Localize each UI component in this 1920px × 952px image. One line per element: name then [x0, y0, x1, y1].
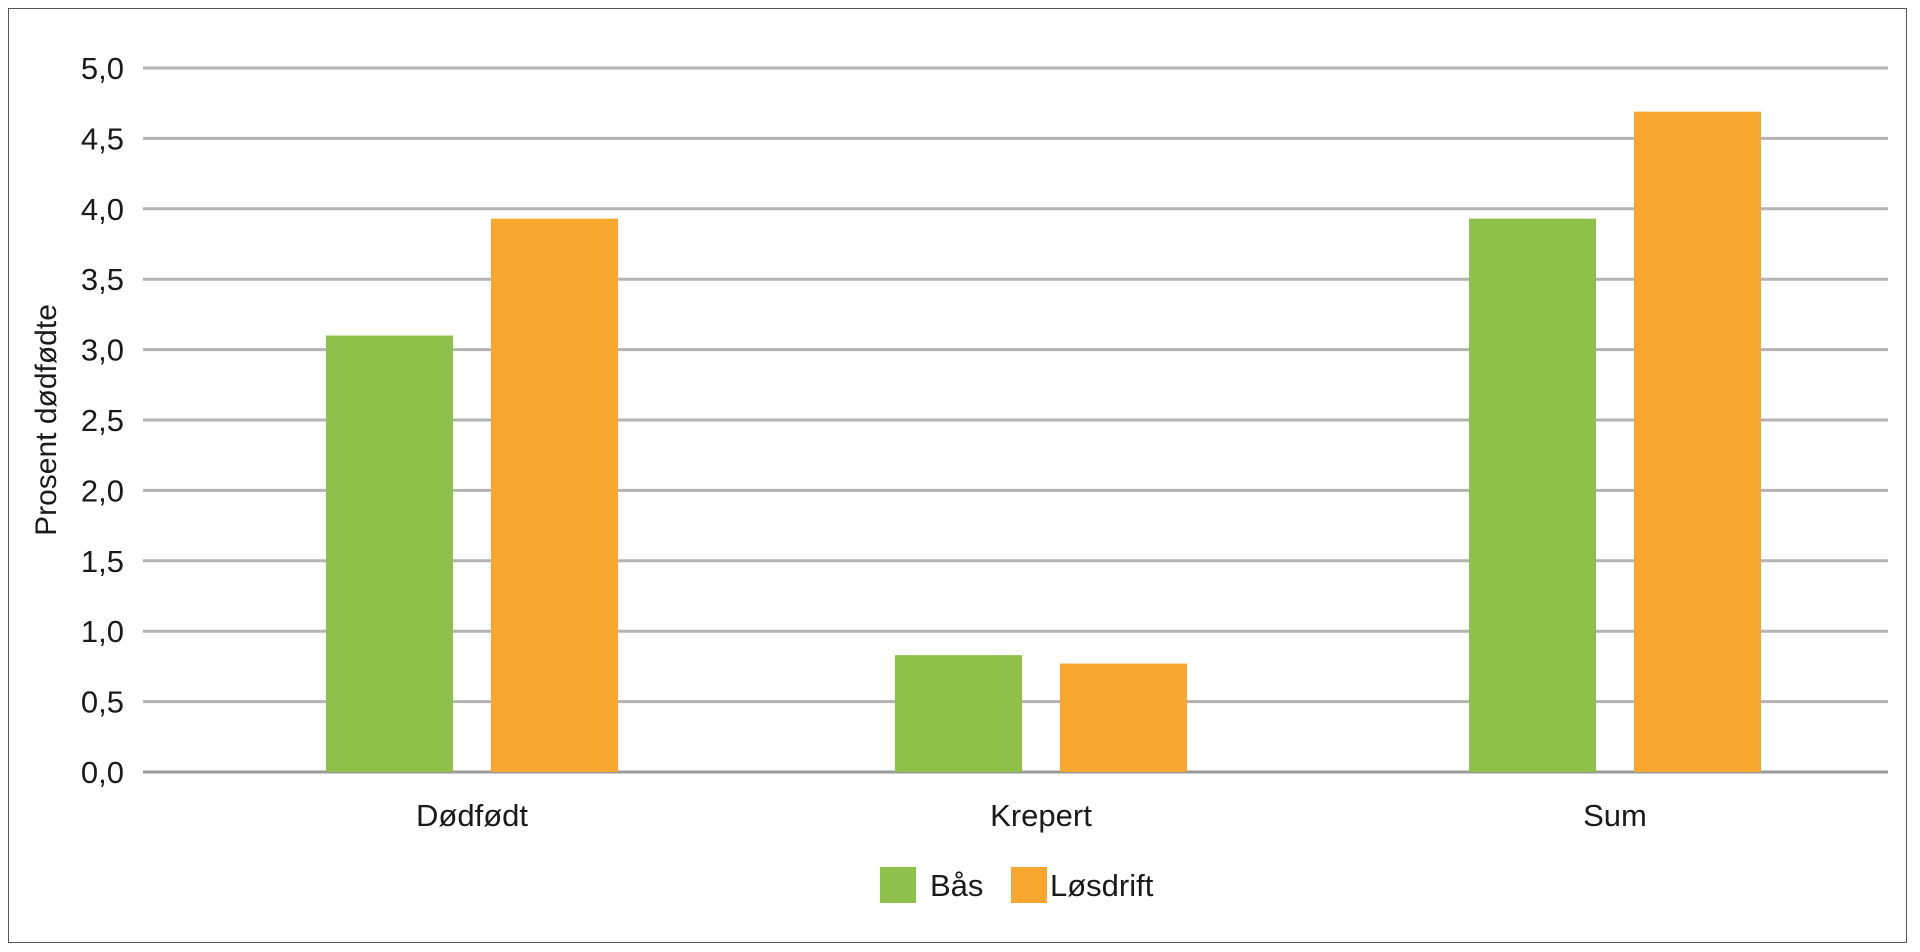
- bar-bas-0: [326, 335, 453, 772]
- legend-label-bas: Bås: [930, 868, 983, 903]
- y-tick-label: 4,5: [81, 121, 124, 156]
- y-tick-label: 2,5: [81, 403, 124, 438]
- x-tick-label: Dødfødt: [416, 798, 528, 833]
- bar-losdrift-0: [491, 218, 618, 772]
- legend-label-losdrift: Løsdrift: [1050, 868, 1154, 903]
- y-tick-label: 0,0: [81, 755, 124, 790]
- y-tick-label: 1,5: [81, 544, 124, 579]
- y-tick-label: 4,0: [81, 192, 124, 227]
- x-axis-ticks: Dødfødt Krepert Sum: [416, 798, 1647, 833]
- y-tick-label: 0,5: [81, 685, 124, 720]
- y-tick-label: 1,0: [81, 614, 124, 649]
- legend-swatch-bas: [880, 867, 916, 903]
- y-tick-label: 3,5: [81, 262, 124, 297]
- bars: [326, 111, 1761, 772]
- legend: Bås Løsdrift: [880, 867, 1154, 903]
- y-tick-label: 3,0: [81, 333, 124, 368]
- legend-swatch-losdrift: [1011, 867, 1047, 903]
- bar-bas-2: [1469, 218, 1596, 772]
- bar-losdrift-2: [1634, 111, 1761, 772]
- y-axis-title: Prosent dødfødte: [30, 304, 63, 536]
- y-tick-label: 5,0: [81, 51, 124, 86]
- y-tick-label: 2,0: [81, 473, 124, 508]
- bar-losdrift-1: [1060, 663, 1187, 772]
- x-tick-label: Sum: [1583, 798, 1647, 833]
- y-axis-ticks: 0,0 0,5 1,0 1,5 2,0 2,5 3,0 3,5 4,0 4,5 5,0: [81, 51, 124, 790]
- bar-bas-1: [895, 655, 1022, 772]
- x-tick-label: Krepert: [990, 798, 1092, 833]
